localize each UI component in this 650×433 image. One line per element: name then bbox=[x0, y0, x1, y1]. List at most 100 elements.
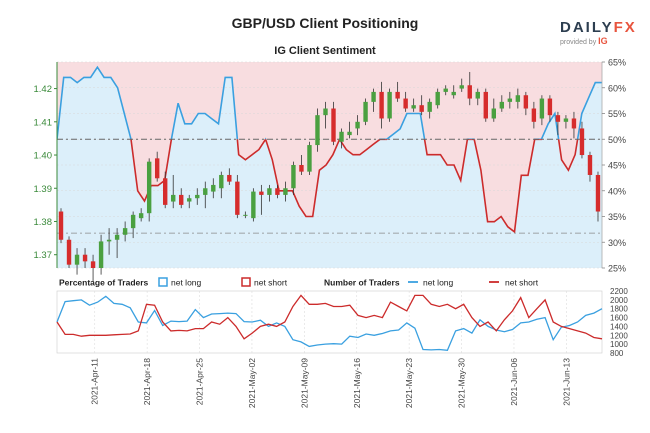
date-tick-label: 2021-Jun-13 bbox=[561, 358, 571, 406]
candle-body bbox=[299, 165, 304, 172]
legend-label-pct-short: net short bbox=[254, 278, 288, 288]
candle-body bbox=[555, 115, 561, 122]
date-tick-label: 2021-May-16 bbox=[352, 358, 362, 408]
candle-body bbox=[162, 178, 168, 205]
date-tick-label: 2021-Apr-25 bbox=[195, 358, 205, 406]
candle-body bbox=[251, 191, 256, 219]
price-tick-label: 1.38 bbox=[34, 217, 53, 228]
candle-body bbox=[259, 191, 264, 195]
pct-tick-label: 50% bbox=[608, 135, 626, 145]
pct-tick-label: 25% bbox=[608, 264, 626, 274]
candle-body bbox=[154, 158, 160, 179]
candle-body bbox=[507, 98, 513, 102]
count-tick-label: 1600 bbox=[610, 314, 628, 323]
date-tick-label: 2021-May-30 bbox=[457, 358, 467, 408]
pct-tick-label: 60% bbox=[608, 83, 626, 93]
count-legend-title: Number of Traders bbox=[324, 278, 400, 288]
candle-body bbox=[227, 174, 232, 182]
candle-body bbox=[243, 214, 248, 216]
count-net-long-line bbox=[56, 295, 603, 351]
pct-tick-label: 45% bbox=[608, 161, 626, 171]
logo-wordmark: DAILYFX bbox=[560, 20, 640, 35]
candle-body bbox=[459, 85, 464, 89]
candle-body bbox=[371, 91, 376, 102]
pct-tick-label: 65% bbox=[608, 58, 626, 68]
candle-body bbox=[283, 188, 288, 195]
candle-body bbox=[267, 188, 272, 195]
price-tick-label: 1.37 bbox=[34, 250, 53, 261]
pct-tick-label: 40% bbox=[608, 186, 626, 196]
candle-body bbox=[531, 108, 537, 122]
candle-body bbox=[539, 98, 545, 119]
count-net-short-line bbox=[56, 294, 603, 340]
logo-ig-text: IG bbox=[598, 36, 608, 46]
candle-body bbox=[483, 91, 488, 119]
candle-body bbox=[435, 91, 440, 106]
chart-subtitle: IG Client Sentiment bbox=[274, 45, 376, 57]
pct-legend-title: Percentage of Traders bbox=[59, 278, 149, 288]
chart-title: GBP/USD Client Positioning bbox=[231, 15, 419, 31]
candle-body bbox=[491, 108, 497, 119]
candle-body bbox=[475, 91, 480, 99]
candle-body bbox=[114, 234, 120, 240]
candle-body bbox=[403, 98, 408, 109]
date-tick-label: 2021-Apr-11 bbox=[90, 358, 100, 405]
candle-body bbox=[307, 145, 312, 172]
candle-body bbox=[595, 174, 601, 212]
count-tick-label: 2200 bbox=[610, 287, 628, 296]
dailyfx-logo: DAILYFX provided by IG bbox=[560, 20, 640, 50]
candle-body bbox=[98, 241, 104, 268]
candle-body bbox=[122, 228, 128, 235]
pct-tick-label: 35% bbox=[608, 212, 626, 222]
candle-body bbox=[387, 91, 392, 119]
candle-body bbox=[219, 174, 224, 189]
count-tick-label: 800 bbox=[610, 349, 624, 358]
candle-body bbox=[58, 211, 64, 240]
price-tick-label: 1.41 bbox=[34, 117, 53, 128]
date-tick-label: 2021-Apr-18 bbox=[142, 358, 152, 406]
candle-body bbox=[363, 101, 368, 122]
candle-body bbox=[419, 105, 424, 112]
candle-body bbox=[171, 194, 176, 202]
net-short-area bbox=[57, 62, 602, 232]
date-tick-label: 2021-May-02 bbox=[247, 358, 257, 408]
candle-body bbox=[179, 194, 184, 205]
count-tick-label: 1800 bbox=[610, 305, 628, 314]
price-tick-label: 1.40 bbox=[34, 151, 53, 162]
candle-body bbox=[315, 115, 320, 146]
candle-body bbox=[571, 118, 577, 129]
candle-body bbox=[443, 88, 448, 92]
candle-body bbox=[395, 91, 400, 99]
count-tick-label: 1000 bbox=[610, 340, 628, 349]
candle-body bbox=[347, 131, 352, 136]
candle-body bbox=[74, 254, 80, 265]
candle-body bbox=[82, 254, 88, 262]
candle-body bbox=[355, 121, 360, 129]
price-tick-label: 1.42 bbox=[34, 84, 53, 95]
candle-body bbox=[66, 239, 72, 265]
candle-body bbox=[323, 108, 328, 116]
candle-body bbox=[379, 91, 384, 119]
candle-body bbox=[90, 261, 96, 268]
candle-body bbox=[339, 131, 344, 142]
candle-body bbox=[427, 101, 432, 112]
pct-tick-label: 55% bbox=[608, 109, 626, 119]
candle-body bbox=[130, 214, 136, 229]
price-tick-label: 1.39 bbox=[34, 184, 53, 195]
count-tick-label: 1400 bbox=[610, 322, 628, 331]
legend-label-count-long: net long bbox=[423, 278, 454, 288]
logo-daily-text: DAILY bbox=[560, 19, 614, 36]
candle-body bbox=[331, 108, 336, 142]
candle-body bbox=[515, 95, 521, 102]
candle-body bbox=[203, 188, 208, 195]
candle-body bbox=[499, 101, 505, 109]
candle-body bbox=[587, 155, 593, 175]
candle-body bbox=[211, 184, 216, 192]
date-tick-label: 2021-Jun-06 bbox=[509, 358, 519, 406]
count-tick-label: 1200 bbox=[610, 331, 628, 340]
candle-body bbox=[275, 188, 280, 195]
logo-provider: provided by IG bbox=[560, 36, 640, 46]
candle-body bbox=[411, 105, 416, 109]
candle-body bbox=[187, 198, 192, 202]
